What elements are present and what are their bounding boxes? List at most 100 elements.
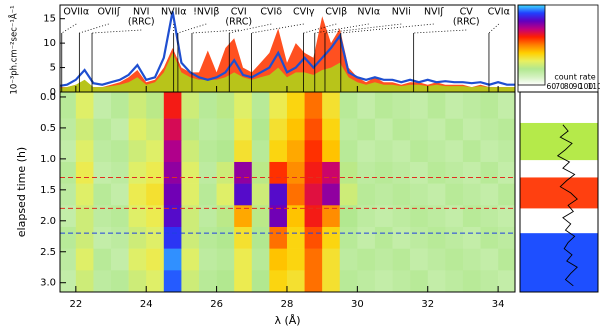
heatmap-cell [445, 270, 464, 292]
heatmap-cell [146, 161, 165, 184]
x-tick-label: 32 [421, 299, 434, 310]
heatmap-cell [111, 248, 129, 271]
heatmap-cell [357, 205, 376, 228]
line-label: CVIγ [293, 7, 315, 18]
leader-line [314, 23, 369, 34]
heatmap-cell [60, 118, 77, 141]
heatmap-cell [216, 140, 235, 163]
heatmap-cell [339, 270, 358, 292]
heatmap-cell [304, 118, 323, 141]
colorbar-tick-label: 90 [573, 82, 583, 91]
line-label: !NVIβ [193, 7, 219, 18]
heatmap-cell [339, 205, 358, 228]
heatmap-cell [60, 205, 77, 228]
heatmap-cell [216, 183, 235, 206]
y-tick-label: 10 [43, 38, 56, 49]
heatmap-cell [128, 248, 147, 271]
heatmap-cell [128, 92, 147, 119]
heatmap-cell [357, 248, 376, 271]
heatmap-cell [269, 118, 288, 141]
line-label: OVIIʃ [97, 7, 120, 18]
heatmap-cell [445, 161, 464, 184]
line-label: NVIα [357, 7, 380, 18]
heatmap-cell [269, 205, 288, 228]
heatmap-cell [181, 183, 200, 206]
heatmap-cell [392, 248, 411, 271]
heatmap-cell [374, 118, 393, 141]
heatmap-cell [286, 92, 305, 119]
heatmap-cell [498, 248, 515, 271]
colorbar-tick-label: 60 [547, 82, 557, 91]
heatmap-cell [480, 161, 499, 184]
heatmap-cell [251, 161, 270, 184]
heatmap-cell [269, 248, 288, 271]
heatmap-cell [60, 270, 77, 292]
heatmap-cell [251, 118, 270, 141]
heatmap-cell [339, 118, 358, 141]
heatmap-cell [128, 118, 147, 141]
leader-line [413, 29, 467, 34]
heatmap-cell [111, 226, 129, 249]
heatmap-cell [374, 226, 393, 249]
heatmap-cell [286, 161, 305, 184]
heatmap-cell [146, 226, 165, 249]
heatmap-cell [75, 226, 94, 249]
heatmap-cell [181, 205, 200, 228]
heatmap-cell [304, 270, 323, 292]
leader-line [340, 23, 434, 34]
heatmap-cell [75, 140, 94, 163]
heatmap-cell [498, 270, 515, 292]
heatmap-cell [111, 92, 129, 119]
heatmap-cell [286, 183, 305, 206]
plot-area [60, 92, 515, 292]
spectrum-panel: OVIIα OVIIʃ NVI(RRC)NVIIα !NVIβ CVI(RRC)CVIδ… [8, 4, 516, 98]
heatmap-cell [374, 161, 393, 184]
heatmap-cell [75, 92, 94, 119]
heatmap-cell [269, 140, 288, 163]
heatmap-cell [216, 205, 235, 228]
heatmap-panel: 22 24 26 28 30 32 34 0.0 0.5 1.0 1.5 2.0 2.5 3.0 λ (Å)… [15, 86, 516, 327]
heatmap-cell [480, 205, 499, 228]
heatmap-cell [163, 118, 182, 141]
heatmap-cell [304, 248, 323, 271]
line-label: CVIδ [260, 7, 282, 18]
y-tick-label: 1.0 [40, 154, 56, 165]
heatmap-cell [163, 226, 182, 249]
heatmap-cell [234, 270, 253, 292]
colorbar [517, 4, 546, 86]
y-tick-label: 0 [50, 87, 56, 98]
heatmap-cell [392, 92, 411, 119]
heatmap-cell [427, 183, 446, 206]
heatmap-cell [93, 183, 112, 206]
heatmap-cell [480, 92, 499, 119]
heatmap-cell [111, 140, 129, 163]
leader-line [61, 23, 77, 34]
heatmap-cell [462, 248, 481, 271]
heatmap-cell [216, 226, 235, 249]
lightcurve-panel [519, 91, 599, 293]
heatmap-cell [111, 118, 129, 141]
heatmap-cell [163, 270, 182, 292]
heatmap-cell [339, 248, 358, 271]
leader-line [79, 23, 109, 34]
heatmap-cell [357, 183, 376, 206]
leader-line [488, 23, 500, 34]
line-label: NVI [133, 7, 149, 18]
frame [519, 91, 599, 293]
colorbar-tick-label: 70 [555, 82, 565, 91]
heatmap-cell [146, 183, 165, 206]
heatmap-cell [128, 140, 147, 163]
x-tick-label: 34 [492, 299, 505, 310]
heatmap-cell [198, 226, 217, 249]
heatmap-cell [480, 118, 499, 141]
heatmap-cell [163, 140, 182, 163]
heatmap-cell [163, 248, 182, 271]
heatmap-cell [181, 226, 200, 249]
heatmap-cell [93, 270, 112, 292]
heatmap-cell [427, 118, 446, 141]
heatmap-cell [286, 270, 305, 292]
heatmap-cell [304, 161, 323, 184]
heatmap-cell [322, 92, 341, 119]
heatmap-cell [60, 226, 77, 249]
